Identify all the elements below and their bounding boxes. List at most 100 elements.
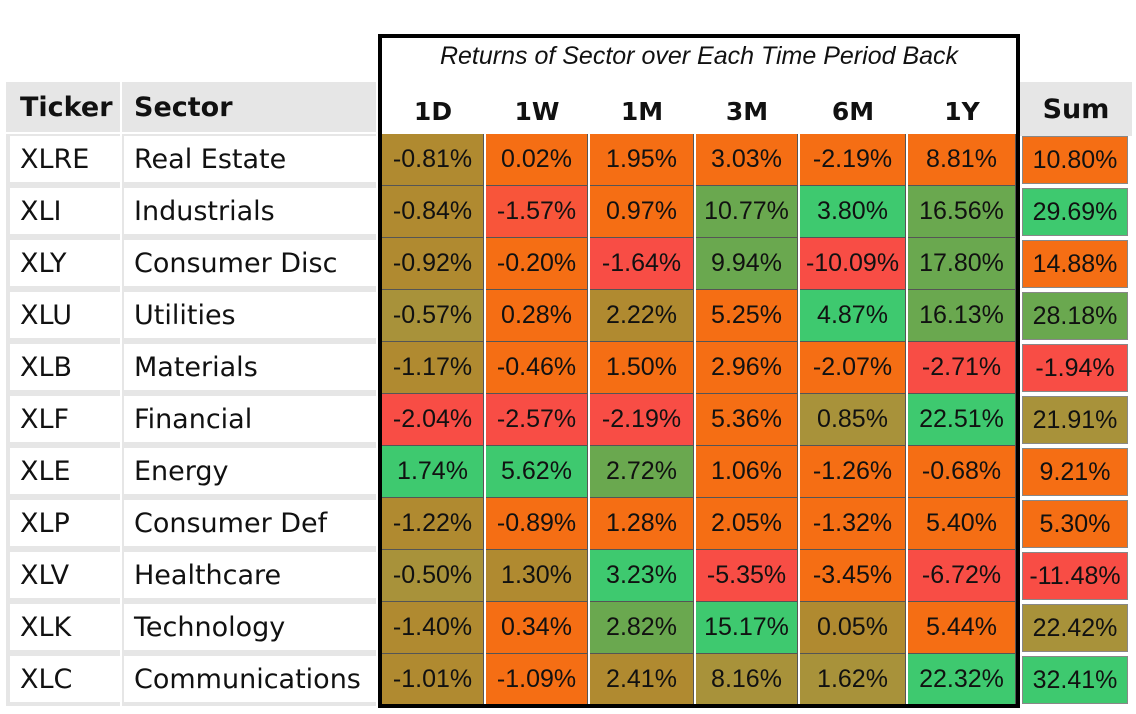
return-cell-3m: 15.17% [696,602,798,654]
sector-label: Communications [134,663,361,695]
return-value: 5.62% [501,457,572,485]
return-value: 1.30% [501,561,572,589]
return-cell-1m: 3.23% [590,550,694,602]
return-cell-1m: 0.97% [590,186,694,238]
sum-value: 21.91% [1032,405,1118,434]
sum-cell: 9.21% [1022,448,1128,496]
sum-value: 5.30% [1039,509,1111,538]
return-value: 0.85% [817,405,888,433]
sector-cell: Technology [122,602,376,654]
sector-label: Energy [134,455,229,487]
sum-cell: -1.94% [1022,344,1128,392]
ticker-label: XLK [20,611,72,643]
sector-cell: Communications [122,654,376,706]
return-cell-3m: 5.36% [696,394,798,446]
return-cell-1w: -0.89% [486,498,588,550]
return-cell-6m: 3.80% [800,186,906,238]
ticker-cell: XLP [6,498,120,550]
sum-value: 14.88% [1032,249,1118,278]
return-value: -2.57% [496,405,577,433]
return-cell-3m: 8.16% [696,654,798,706]
return-value: 1.95% [606,145,677,173]
return-value: 2.41% [606,665,677,693]
return-value: 0.05% [817,613,888,641]
return-cell-1d: -0.81% [382,134,484,186]
return-cell-1m: 1.50% [590,342,694,394]
ticker-header-label: Ticker [20,91,113,123]
ticker-cell: XLU [6,290,120,342]
return-value: -0.57% [392,301,473,329]
sector-cell: Real Estate [122,134,376,186]
return-value: 5.36% [711,405,782,433]
sector-label: Utilities [134,299,236,331]
sum-cell: 22.42% [1022,604,1128,652]
return-cell-1m: 2.72% [590,446,694,498]
return-cell-1d: 1.74% [382,446,484,498]
period-header-label: 1W [514,96,560,126]
return-cell-6m: 4.87% [800,290,906,342]
sum-header-label: Sum [1042,93,1110,125]
return-cell-1m: -2.19% [590,394,694,446]
sum-value: 32.41% [1032,665,1118,694]
return-value: -1.01% [392,665,473,693]
return-cell-1m: 2.22% [590,290,694,342]
return-cell-1y: 17.80% [908,238,1016,290]
return-value: 1.62% [817,665,888,693]
return-cell-3m: -5.35% [696,550,798,602]
return-value: 3.80% [817,197,888,225]
ticker-label: XLRE [20,143,90,175]
ticker-label: XLY [20,247,67,279]
return-value: -10.09% [805,249,900,277]
return-value: 4.87% [817,301,888,329]
sum-cell: 32.41% [1022,656,1128,704]
ticker-cell: XLC [6,654,120,706]
return-value: 16.13% [919,301,1004,329]
return-value: -3.45% [812,561,893,589]
sector-label: Industrials [134,195,275,227]
return-value: 1.50% [606,353,677,381]
return-value: -2.19% [601,405,682,433]
return-value: 3.23% [606,561,677,589]
ticker-header: Ticker [6,82,120,132]
return-value: -1.22% [392,509,473,537]
sector-cell: Energy [122,446,376,498]
return-value: -2.07% [812,353,893,381]
return-cell-6m: 1.62% [800,654,906,706]
period-header-label: 1M [620,96,664,126]
return-value: -1.64% [601,249,682,277]
return-value: 5.44% [926,613,997,641]
period-header-1w: 1W [486,88,588,134]
return-value: 5.40% [926,509,997,537]
sector-cell: Utilities [122,290,376,342]
ticker-cell: XLK [6,602,120,654]
return-value: 1.06% [711,457,782,485]
return-cell-1y: -0.68% [908,446,1016,498]
sum-value: 9.21% [1039,457,1111,486]
return-cell-1w: 1.30% [486,550,588,602]
return-cell-6m: -10.09% [800,238,906,290]
return-value: 22.32% [919,665,1004,693]
ticker-cell: XLB [6,342,120,394]
return-cell-1w: -0.46% [486,342,588,394]
ticker-label: XLV [20,559,70,591]
period-header-1m: 1M [590,88,694,134]
period-header-label: 1Y [944,96,980,126]
return-cell-1d: -0.50% [382,550,484,602]
return-value: 16.56% [919,197,1004,225]
period-header-1d: 1D [382,88,484,134]
return-value: 5.25% [711,301,782,329]
return-cell-1y: -6.72% [908,550,1016,602]
return-cell-1d: -1.01% [382,654,484,706]
return-value: 2.05% [711,509,782,537]
sum-cell: -11.48% [1022,552,1128,600]
return-cell-1y: 5.40% [908,498,1016,550]
return-cell-1m: 2.41% [590,654,694,706]
return-value: 0.34% [501,613,572,641]
return-cell-6m: -1.26% [800,446,906,498]
return-cell-1m: 1.95% [590,134,694,186]
return-value: -2.71% [921,353,1002,381]
return-cell-1w: 5.62% [486,446,588,498]
return-cell-1d: -1.40% [382,602,484,654]
ticker-label: XLF [20,403,70,435]
return-value: 0.02% [501,145,572,173]
